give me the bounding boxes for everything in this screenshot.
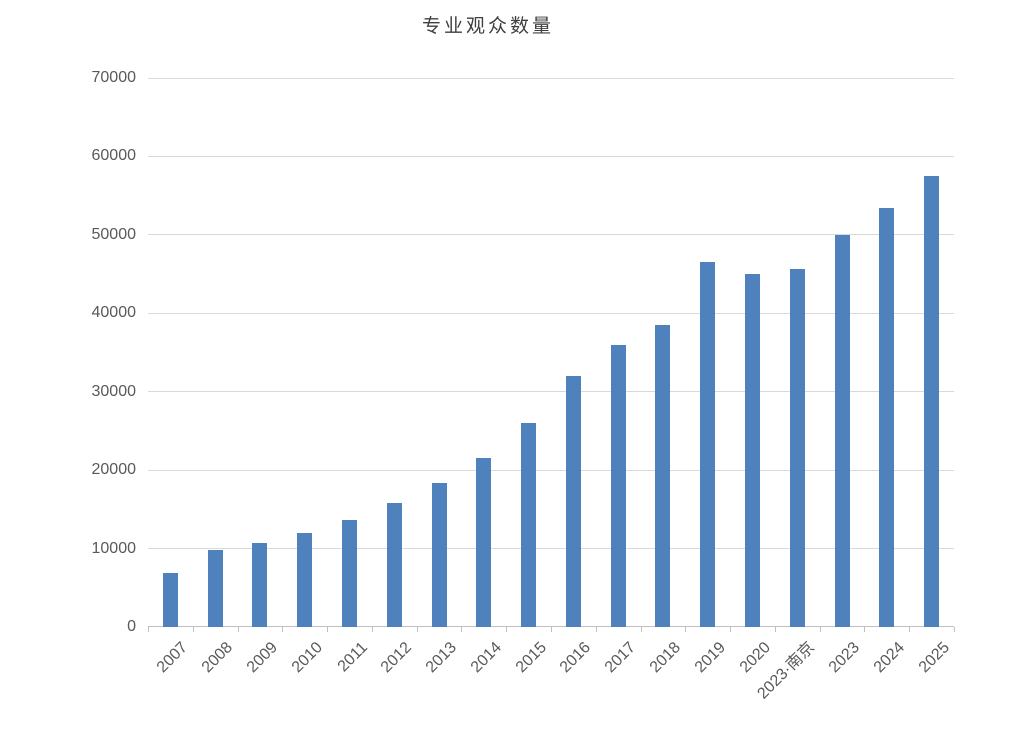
gridline bbox=[148, 155, 954, 157]
axis-tick bbox=[730, 627, 732, 632]
x-axis-label: 2008 bbox=[198, 639, 237, 677]
axis-tick bbox=[774, 627, 776, 632]
axis-tick bbox=[864, 627, 866, 632]
axis-tick bbox=[909, 627, 911, 632]
x-axis-label: 2023 bbox=[825, 639, 864, 677]
x-axis-label: 2019 bbox=[691, 639, 729, 677]
bar bbox=[879, 208, 895, 627]
x-axis-label: 2012 bbox=[378, 639, 416, 677]
chart-title: 专业观众数量 bbox=[421, 16, 554, 37]
y-axis-label: 70000 bbox=[91, 69, 137, 86]
bar bbox=[476, 458, 492, 627]
x-axis-label: 2011 bbox=[334, 639, 371, 676]
axis-tick bbox=[282, 627, 284, 632]
gridline bbox=[148, 391, 954, 393]
bar bbox=[745, 274, 760, 627]
y-axis-label: 50000 bbox=[91, 225, 137, 243]
axis-tick bbox=[416, 627, 418, 632]
bar bbox=[386, 503, 402, 627]
axis-tick bbox=[461, 627, 463, 632]
axis-tick bbox=[237, 627, 239, 632]
axis-tick bbox=[954, 627, 955, 632]
axis-tick bbox=[819, 627, 821, 632]
x-axis-line bbox=[148, 626, 954, 627]
bar bbox=[924, 176, 940, 627]
axis-tick bbox=[640, 627, 642, 632]
bar bbox=[834, 234, 850, 627]
plot-area bbox=[148, 77, 955, 632]
x-axis-label: 2013 bbox=[422, 639, 461, 677]
x-axis-label: 2016 bbox=[557, 639, 595, 677]
y-axis-label: 0 bbox=[127, 618, 136, 635]
gridline bbox=[148, 312, 954, 314]
x-axis-label: 2024 bbox=[870, 639, 908, 677]
y-axis-label: 10000 bbox=[91, 539, 137, 557]
bar bbox=[565, 376, 581, 627]
axis-tick bbox=[192, 627, 194, 632]
bar bbox=[431, 483, 447, 627]
bar bbox=[162, 572, 178, 627]
bar bbox=[610, 344, 626, 627]
axis-tick bbox=[595, 627, 597, 632]
axis-tick bbox=[506, 627, 508, 632]
axis-tick bbox=[551, 627, 552, 632]
x-axis-label: 2007 bbox=[154, 639, 192, 677]
bar bbox=[252, 543, 268, 627]
x-axis-label: 2010 bbox=[288, 639, 326, 677]
axis-tick bbox=[327, 627, 329, 632]
x-axis-label: 2025 bbox=[915, 639, 953, 677]
x-axis-label: 2009 bbox=[243, 639, 281, 677]
bar bbox=[700, 261, 716, 627]
x-axis-label: 2020 bbox=[736, 639, 774, 677]
bar bbox=[297, 532, 313, 627]
gridline bbox=[148, 548, 954, 550]
bar bbox=[207, 550, 223, 627]
bar bbox=[342, 520, 357, 627]
axis-tick bbox=[371, 627, 373, 632]
y-axis-label: 40000 bbox=[91, 304, 137, 322]
bar bbox=[789, 268, 805, 627]
y-axis-label: 60000 bbox=[91, 147, 137, 165]
bar bbox=[655, 325, 671, 627]
x-axis-label: 2014 bbox=[467, 639, 505, 677]
axis-tick bbox=[148, 627, 149, 632]
x-axis-label: 2018 bbox=[646, 639, 684, 677]
bar bbox=[521, 423, 537, 627]
y-axis-label: 20000 bbox=[91, 461, 137, 479]
gridline bbox=[148, 469, 954, 471]
x-axis-label: 2015 bbox=[512, 639, 550, 677]
y-axis-label: 30000 bbox=[91, 382, 137, 400]
gridline bbox=[148, 77, 954, 79]
x-axis-label: 2017 bbox=[601, 639, 640, 677]
axis-tick bbox=[685, 627, 687, 632]
gridline bbox=[148, 234, 954, 236]
